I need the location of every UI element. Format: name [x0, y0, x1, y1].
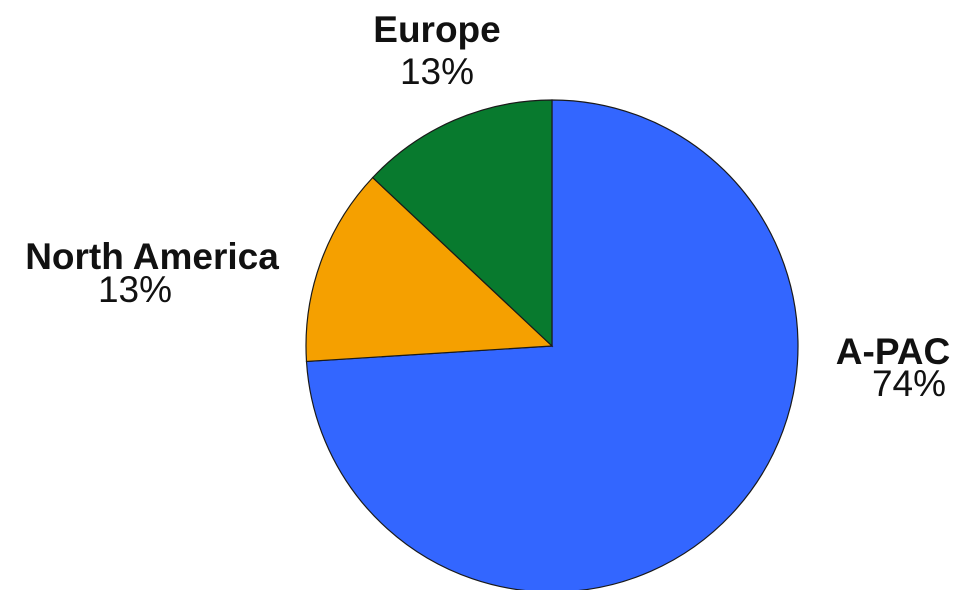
slice-label-apac: A-PAC 74% — [836, 331, 950, 404]
slice-value-north-america: 13% — [98, 269, 172, 310]
slice-label-north-america: North America 13% — [25, 236, 279, 310]
slice-label-europe: Europe 13% — [373, 9, 500, 92]
slice-name-apac: A-PAC — [836, 331, 950, 372]
pie-slice-north-america — [305, 176, 554, 363]
slice-name-north-america: North America — [25, 236, 279, 277]
slice-value-apac: 74% — [872, 363, 946, 404]
slice-value-europe: 13% — [400, 51, 474, 92]
slice-name-europe: Europe — [373, 9, 500, 50]
pie-slice-europe — [371, 99, 553, 348]
pie-slices — [305, 99, 799, 590]
